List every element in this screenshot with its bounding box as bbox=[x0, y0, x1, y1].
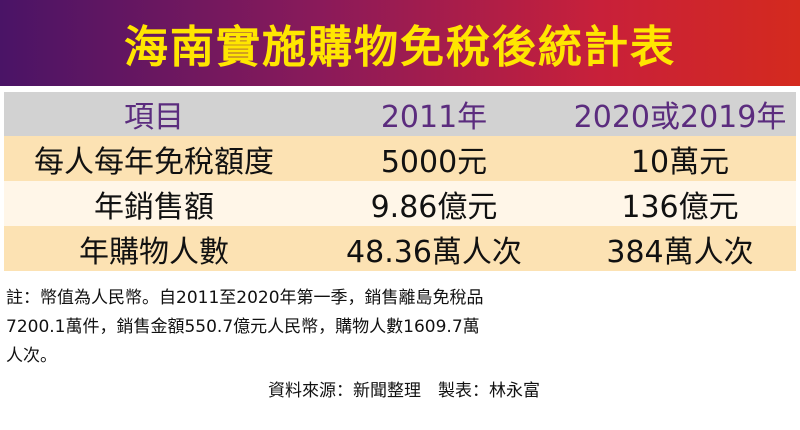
cell: 48.36萬人次 bbox=[304, 226, 564, 271]
title-banner: 海南實施購物免稅後統計表 bbox=[0, 0, 800, 86]
header-row: 項目 2011年 2020或2019年 bbox=[4, 92, 796, 136]
cell: 每人每年免稅額度 bbox=[4, 136, 304, 181]
cell: 136億元 bbox=[564, 181, 796, 226]
title: 海南實施購物免稅後統計表 bbox=[124, 22, 676, 73]
note: 註：幣值為人民幣。自2011至2020年第一季，銷售離島免稅品 7200.1萬件… bbox=[6, 284, 484, 371]
cell: 年銷售額 bbox=[4, 181, 304, 226]
header-cell: 2011年 bbox=[304, 92, 564, 136]
row: 年銷售額 9.86億元 136億元 bbox=[4, 181, 796, 226]
header-cell: 2020或2019年 bbox=[564, 92, 796, 136]
cell: 5000元 bbox=[304, 136, 564, 181]
note-line: 人次。 bbox=[6, 346, 57, 366]
source: 資料來源：新聞整理 製表：林永富 bbox=[268, 381, 540, 401]
stats-table: 項目 2011年 2020或2019年 每人每年免稅額度 5000元 10萬元 … bbox=[4, 92, 796, 271]
row: 每人每年免稅額度 5000元 10萬元 bbox=[4, 136, 796, 181]
cell: 年購物人數 bbox=[4, 226, 304, 271]
note-line: 註：幣值為人民幣。自2011至2020年第一季，銷售離島免稅品 bbox=[6, 288, 484, 308]
row: 年購物人數 48.36萬人次 384萬人次 bbox=[4, 226, 796, 271]
note-line: 7200.1萬件，銷售金額550.7億元人民幣，購物人數1609.7萬 bbox=[6, 317, 480, 337]
cell: 384萬人次 bbox=[564, 226, 796, 271]
cell: 9.86億元 bbox=[304, 181, 564, 226]
cell: 10萬元 bbox=[564, 136, 796, 181]
header-cell: 項目 bbox=[4, 92, 304, 136]
